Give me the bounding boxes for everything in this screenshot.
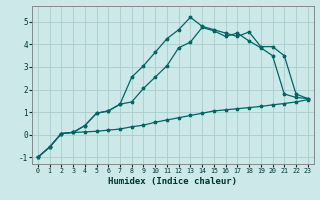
X-axis label: Humidex (Indice chaleur): Humidex (Indice chaleur) [108,177,237,186]
